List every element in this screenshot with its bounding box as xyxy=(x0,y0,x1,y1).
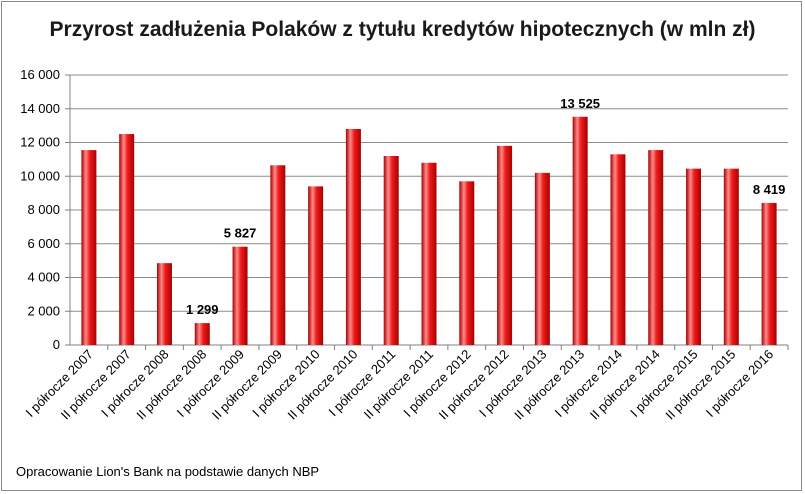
bar xyxy=(156,263,172,345)
source-note: Opracowanie Lion's Bank na podstawie dan… xyxy=(16,464,320,479)
bar xyxy=(270,165,286,345)
bar xyxy=(194,323,210,345)
y-tick-label: 16 000 xyxy=(20,67,60,82)
bar xyxy=(534,172,550,345)
bar xyxy=(345,129,361,345)
bar xyxy=(648,150,664,345)
bar xyxy=(81,150,97,345)
y-tick-label: 0 xyxy=(53,337,60,352)
y-tick-label: 2 000 xyxy=(27,303,60,318)
x-tick-label: I półrocze 2010 xyxy=(249,347,322,420)
bar xyxy=(383,156,399,345)
bar xyxy=(497,145,513,345)
bar xyxy=(459,181,475,345)
bar xyxy=(761,202,777,345)
bar xyxy=(232,246,248,345)
bar xyxy=(686,168,702,345)
x-tick-label: I półrocze 2011 xyxy=(326,347,399,420)
bar xyxy=(610,154,626,345)
bar xyxy=(723,168,739,345)
x-tick-label: I półrocze 2007 xyxy=(23,347,96,420)
bar xyxy=(421,162,437,345)
data-label: 8 419 xyxy=(753,182,786,197)
x-tick-label: I półrocze 2009 xyxy=(174,347,247,420)
x-tick-label: I półrocze 2012 xyxy=(400,347,473,420)
x-tick-label: I półrocze 2008 xyxy=(98,347,171,420)
bar xyxy=(119,134,135,345)
x-tick-label: I półrocze 2015 xyxy=(627,347,700,420)
x-tick-label: I półrocze 2014 xyxy=(552,347,625,420)
bar xyxy=(572,116,588,345)
y-tick-label: 12 000 xyxy=(20,135,60,150)
y-tick-label: 10 000 xyxy=(20,168,60,183)
y-tick-label: 4 000 xyxy=(27,270,60,285)
bar xyxy=(308,186,324,345)
y-tick-label: 14 000 xyxy=(20,101,60,116)
data-label: 1 299 xyxy=(186,302,219,317)
x-tick-label: I półrocze 2013 xyxy=(476,347,549,420)
y-tick-label: 6 000 xyxy=(27,236,60,251)
data-label: 5 827 xyxy=(224,226,257,241)
chart-title: Przyrost zadłużenia Polaków z tytułu kre… xyxy=(49,18,756,41)
y-tick-label: 8 000 xyxy=(27,202,60,217)
x-tick-label: I półrocze 2016 xyxy=(703,347,776,420)
data-label: 13 525 xyxy=(560,96,600,111)
